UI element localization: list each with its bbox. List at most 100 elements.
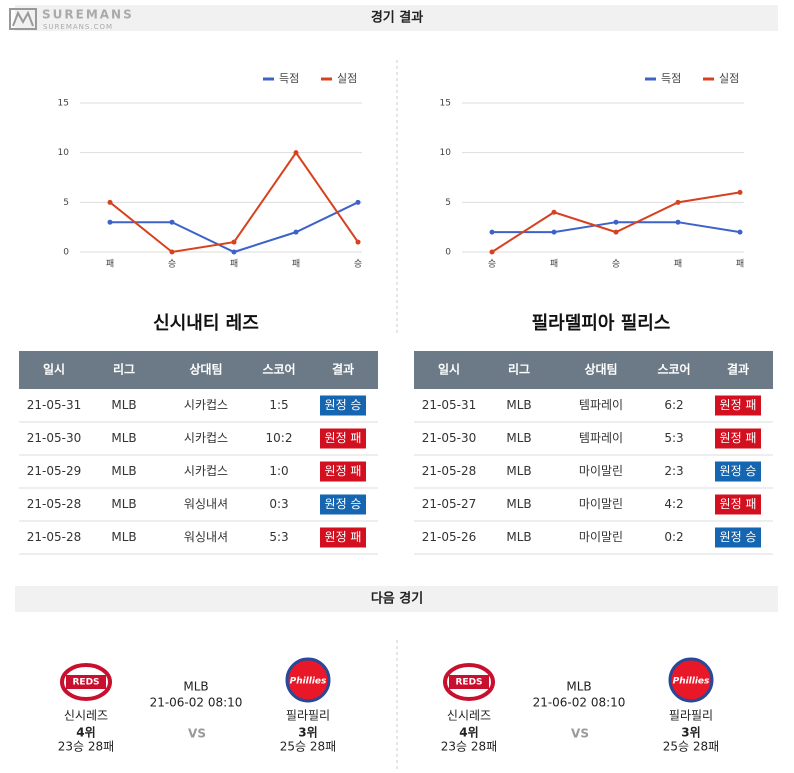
table-cell: 마이말린 — [579, 497, 623, 511]
result-badge — [320, 527, 366, 548]
next-header-bar — [15, 586, 778, 612]
table-cell: 21-05-29 — [27, 464, 81, 478]
team-short-name: 신시레즈 — [64, 709, 108, 723]
data-point — [355, 199, 361, 205]
legend-label: 실점 — [337, 72, 357, 85]
table-cell: MLB — [506, 431, 531, 445]
logo-text: Phillies — [290, 677, 327, 687]
table-cell: 마이말린 — [579, 530, 623, 544]
result-text: 원정 승 — [720, 530, 757, 544]
table-cell: 10:2 — [266, 431, 293, 445]
data-point — [293, 229, 299, 235]
next-title: 다음 경기 — [371, 591, 423, 607]
column-header: 스코어 — [657, 362, 690, 377]
x-tick-label: 패 — [550, 259, 558, 270]
league: MLB — [183, 680, 208, 694]
team-record: 23승 28패 — [58, 740, 114, 754]
data-point — [551, 229, 557, 235]
data-point — [737, 189, 743, 195]
team-short-name: 신시레즈 — [447, 709, 491, 723]
data-point — [107, 219, 113, 225]
data-point — [675, 199, 681, 205]
column-header: 일시 — [438, 363, 460, 377]
vs: VS — [571, 727, 589, 741]
team-rank: 4위 — [76, 726, 95, 740]
team-logo — [449, 675, 489, 689]
table-cell: MLB — [111, 464, 136, 478]
table-cell: MLB — [506, 398, 531, 412]
x-tick-label: 패 — [736, 259, 744, 270]
data-point — [169, 219, 175, 225]
column-header: 리그 — [113, 362, 135, 377]
x-tick-label: 승 — [354, 259, 362, 270]
result-badge — [715, 461, 761, 482]
table-header — [414, 351, 773, 389]
column-header: 결과 — [727, 362, 749, 377]
y-tick-label: 5 — [63, 198, 69, 208]
data-point — [489, 249, 495, 255]
team-name: 신시내티 레즈 — [153, 313, 259, 334]
x-tick-label: 승 — [612, 259, 620, 270]
y-tick-label: 10 — [440, 148, 452, 158]
data-point — [169, 249, 175, 255]
result-badge — [715, 494, 761, 515]
table-cell: 21-05-28 — [27, 497, 81, 511]
table-cell: 시카컵스 — [184, 398, 228, 412]
table-cell: 5:3 — [269, 530, 288, 544]
data-point — [737, 229, 743, 235]
y-tick-label: 15 — [440, 99, 451, 109]
table-cell: 21-05-31 — [422, 398, 476, 412]
result-text: 원정 패 — [720, 398, 757, 412]
result-text: 원정 패 — [720, 431, 757, 445]
result-badge — [715, 527, 761, 548]
datetime: 21-06-02 08:10 — [150, 696, 243, 710]
table-cell: 5:3 — [664, 431, 683, 445]
result-badge — [320, 494, 366, 515]
table-cell: MLB — [506, 530, 531, 544]
team-logo — [285, 657, 331, 703]
data-point — [613, 229, 619, 235]
data-point — [613, 219, 619, 225]
data-point — [107, 199, 113, 205]
y-tick-label: 0 — [445, 248, 451, 258]
table-cell: 워싱내셔 — [184, 497, 228, 511]
legend-label: 득점 — [279, 72, 299, 85]
watermark-logo — [9, 8, 37, 30]
table-cell: 21-05-31 — [27, 398, 81, 412]
column-header: 상대팀 — [189, 362, 222, 377]
team-rank: 3위 — [298, 726, 317, 740]
x-tick-label: 패 — [106, 259, 114, 270]
table-header — [19, 351, 378, 389]
result-badge — [715, 395, 761, 416]
x-tick-label: 승 — [168, 259, 176, 270]
x-tick-label: 승 — [488, 259, 496, 270]
watermark-brand: SUREMANS — [42, 8, 134, 22]
table-cell: 워싱내셔 — [184, 530, 228, 544]
table-cell: 시카컵스 — [184, 431, 228, 445]
y-tick-label: 0 — [63, 248, 69, 258]
table-cell: 0:2 — [664, 530, 683, 544]
column-header: 결과 — [332, 362, 354, 377]
result-text: 원정 패 — [325, 464, 362, 478]
table-cell: 마이말린 — [579, 464, 623, 478]
team-short-name: 필라필리 — [286, 709, 330, 723]
y-tick-label: 10 — [58, 148, 70, 158]
table-cell: 21-05-28 — [27, 530, 81, 544]
table-cell: MLB — [111, 431, 136, 445]
table-cell: MLB — [506, 497, 531, 511]
x-tick-label: 패 — [292, 259, 300, 270]
team-name: 필라델피아 필리스 — [532, 313, 671, 334]
result-text: 원정 승 — [720, 464, 757, 478]
y-tick-label: 5 — [445, 198, 451, 208]
result-badge — [320, 461, 366, 482]
table-cell: 시카컵스 — [184, 464, 228, 478]
results-header-bar — [15, 5, 778, 31]
result-badge — [715, 428, 761, 449]
table-cell: 0:3 — [269, 497, 288, 511]
column-header: 리그 — [508, 362, 530, 377]
result-badge — [320, 395, 366, 416]
table-cell: 2:3 — [664, 464, 683, 478]
results-title: 경기 결과 — [371, 10, 423, 26]
